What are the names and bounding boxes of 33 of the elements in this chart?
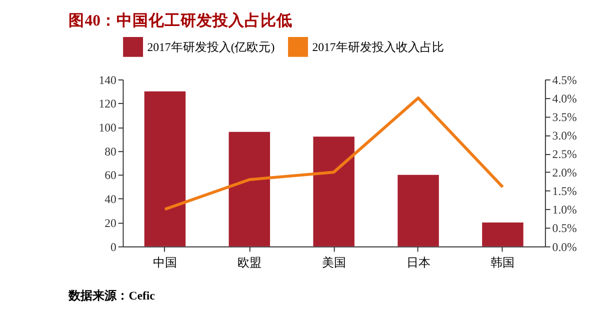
- x-tick-label: 日本: [406, 256, 430, 270]
- y-tick-label: 80: [104, 145, 116, 158]
- legend-label: 2017年研发投入收入占比: [312, 40, 444, 54]
- y-tick-label: 100: [98, 122, 116, 135]
- line-series: [163, 96, 504, 211]
- x-tick-label: 韩国: [490, 256, 515, 270]
- y2-tick-label: 2.0%: [552, 166, 578, 180]
- y2-tick-label: 4.5%: [552, 74, 578, 87]
- bar: [228, 132, 270, 246]
- y2-tick-label: 1.5%: [552, 185, 578, 198]
- x-tick-label: 美国: [322, 255, 346, 270]
- bar: [144, 91, 186, 246]
- y2-tick-label: 1.0%: [552, 204, 578, 217]
- bar: [313, 136, 354, 246]
- y2-tick-label: 0.0%: [552, 240, 578, 254]
- y-tick-label: 60: [104, 169, 116, 182]
- x-tick-label: 中国: [152, 256, 177, 270]
- bar: [398, 174, 439, 246]
- y2-tick-label: 0.5%: [552, 222, 578, 236]
- source-note: 数据来源：Cefic: [68, 288, 155, 302]
- legend-label: 2017年研发投入(亿欧元): [147, 40, 275, 54]
- bar: [482, 222, 524, 246]
- chart-title: 图40：中国化工研发投入占比低: [68, 11, 292, 30]
- y2-tick-label: 3.0%: [552, 129, 578, 142]
- y-tick-label: 20: [104, 216, 116, 230]
- x-tick-label: 欧盟: [237, 256, 262, 270]
- y2-tick-label: 4.0%: [552, 92, 578, 106]
- y-tick-label: 40: [104, 193, 116, 206]
- y2-tick-label: 2.5%: [552, 148, 578, 162]
- y-tick-label: 120: [98, 98, 116, 111]
- y-tick-label: 0: [110, 240, 116, 254]
- y-tick-label: 140: [98, 74, 116, 87]
- y2-tick-label: 3.5%: [552, 110, 578, 124]
